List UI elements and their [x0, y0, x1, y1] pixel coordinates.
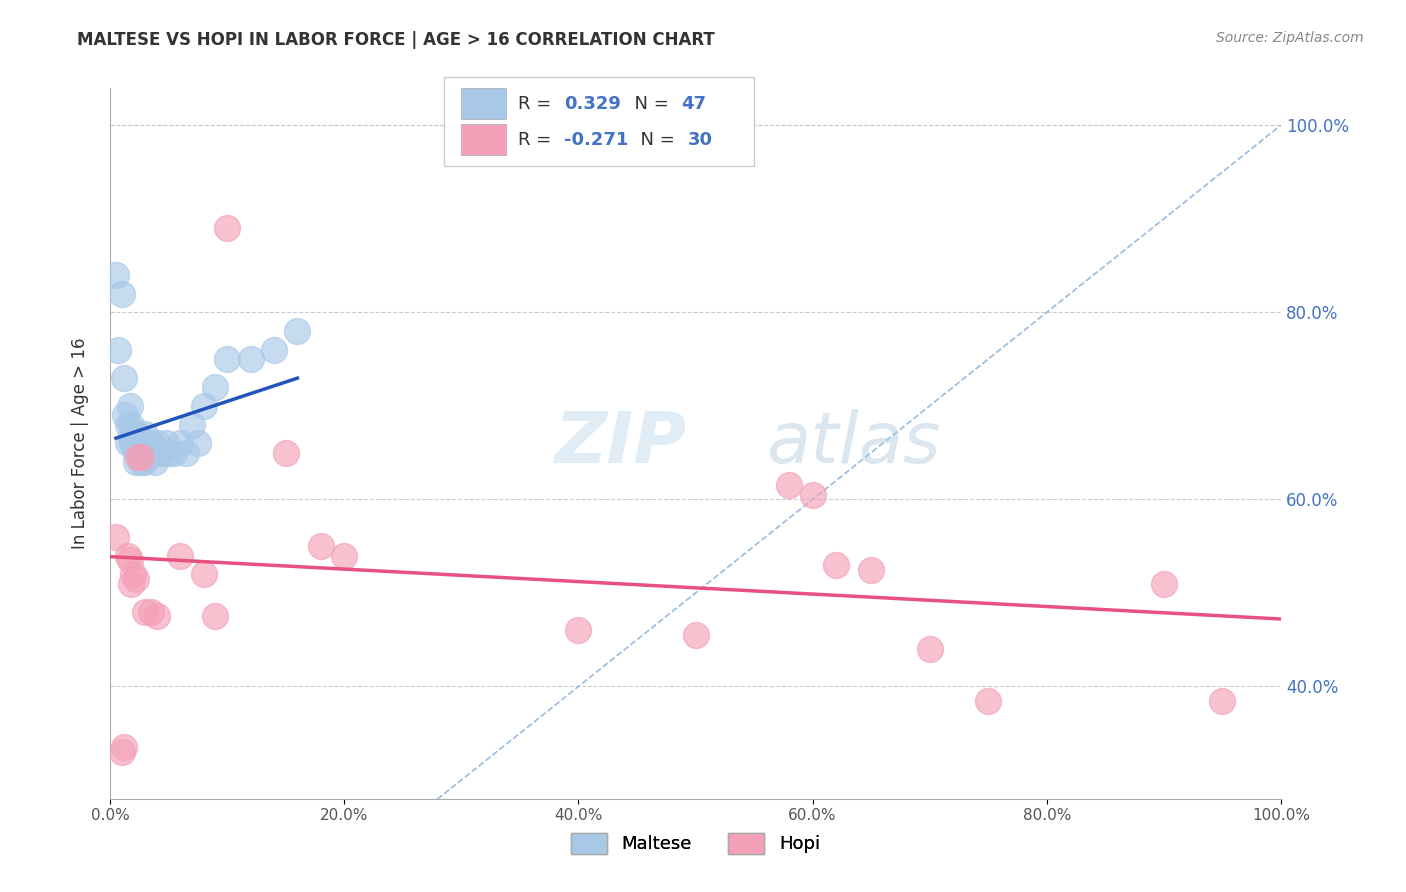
FancyBboxPatch shape	[461, 88, 506, 120]
Point	[124, 436, 146, 450]
FancyBboxPatch shape	[461, 124, 506, 155]
Point	[120, 417, 142, 432]
Point	[112, 370, 135, 384]
Point	[139, 605, 162, 619]
Point	[122, 426, 145, 441]
Point	[155, 436, 177, 450]
Point	[120, 432, 142, 446]
Point	[169, 549, 191, 563]
Point	[163, 445, 186, 459]
Point	[263, 343, 285, 357]
Point	[114, 408, 136, 422]
Text: Source: ZipAtlas.com: Source: ZipAtlas.com	[1216, 31, 1364, 45]
Point	[146, 609, 169, 624]
Point	[142, 441, 165, 455]
Point	[132, 455, 155, 469]
Point	[309, 539, 332, 553]
Text: MALTESE VS HOPI IN LABOR FORCE | AGE > 16 CORRELATION CHART: MALTESE VS HOPI IN LABOR FORCE | AGE > 1…	[77, 31, 716, 49]
Y-axis label: In Labor Force | Age > 16: In Labor Force | Age > 16	[72, 337, 89, 549]
Point	[825, 558, 848, 572]
Point	[139, 445, 162, 459]
Point	[187, 436, 209, 450]
Point	[136, 450, 159, 465]
Text: atlas: atlas	[766, 409, 941, 478]
Text: N =: N =	[623, 95, 675, 112]
Point	[112, 740, 135, 755]
Text: -0.271: -0.271	[564, 130, 628, 148]
Point	[239, 352, 262, 367]
Point	[217, 352, 239, 367]
Legend: Maltese, Hopi: Maltese, Hopi	[564, 825, 827, 861]
Point	[685, 628, 707, 642]
Point	[125, 572, 148, 586]
Point	[107, 343, 129, 357]
Point	[121, 436, 143, 450]
Point	[127, 450, 149, 465]
Point	[141, 445, 163, 459]
Point	[104, 530, 127, 544]
Point	[134, 426, 156, 441]
Text: 47: 47	[682, 95, 706, 112]
Point	[125, 455, 148, 469]
Point	[287, 324, 309, 338]
Point	[135, 441, 157, 455]
Point	[117, 436, 139, 450]
Point	[181, 417, 204, 432]
Point	[122, 567, 145, 582]
Point	[193, 399, 215, 413]
Point	[128, 445, 150, 459]
Point	[860, 563, 883, 577]
Point	[333, 549, 356, 563]
Point	[129, 455, 152, 469]
Point	[125, 445, 148, 459]
Point	[204, 380, 226, 394]
Point	[117, 417, 139, 432]
Point	[148, 445, 170, 459]
Point	[120, 576, 142, 591]
Point	[143, 455, 166, 469]
Point	[169, 436, 191, 450]
Point	[118, 553, 141, 567]
Point	[778, 478, 800, 492]
Point	[127, 436, 149, 450]
Text: ZIP: ZIP	[555, 409, 688, 478]
Point	[918, 642, 941, 657]
Point	[152, 445, 174, 459]
FancyBboxPatch shape	[444, 77, 754, 166]
Point	[129, 450, 152, 465]
Point	[193, 567, 215, 582]
Point	[104, 268, 127, 282]
Point	[1211, 693, 1233, 707]
Text: 30: 30	[688, 130, 713, 148]
Point	[111, 286, 134, 301]
Point	[117, 549, 139, 563]
Point	[131, 436, 153, 450]
Text: 0.329: 0.329	[564, 95, 621, 112]
Point	[157, 445, 180, 459]
Point	[174, 445, 197, 459]
Point	[801, 488, 824, 502]
Point	[977, 693, 1000, 707]
Point	[125, 426, 148, 441]
Point	[118, 399, 141, 413]
Text: N =: N =	[628, 130, 681, 148]
Point	[139, 436, 162, 450]
Point	[138, 436, 160, 450]
Text: R =: R =	[517, 130, 557, 148]
Point	[1153, 576, 1175, 591]
Point	[204, 609, 226, 624]
Point	[217, 221, 239, 235]
Text: R =: R =	[517, 95, 557, 112]
Point	[134, 605, 156, 619]
Point	[274, 445, 297, 459]
Point	[111, 745, 134, 759]
Point	[567, 624, 589, 638]
Point	[132, 445, 155, 459]
Point	[146, 436, 169, 450]
